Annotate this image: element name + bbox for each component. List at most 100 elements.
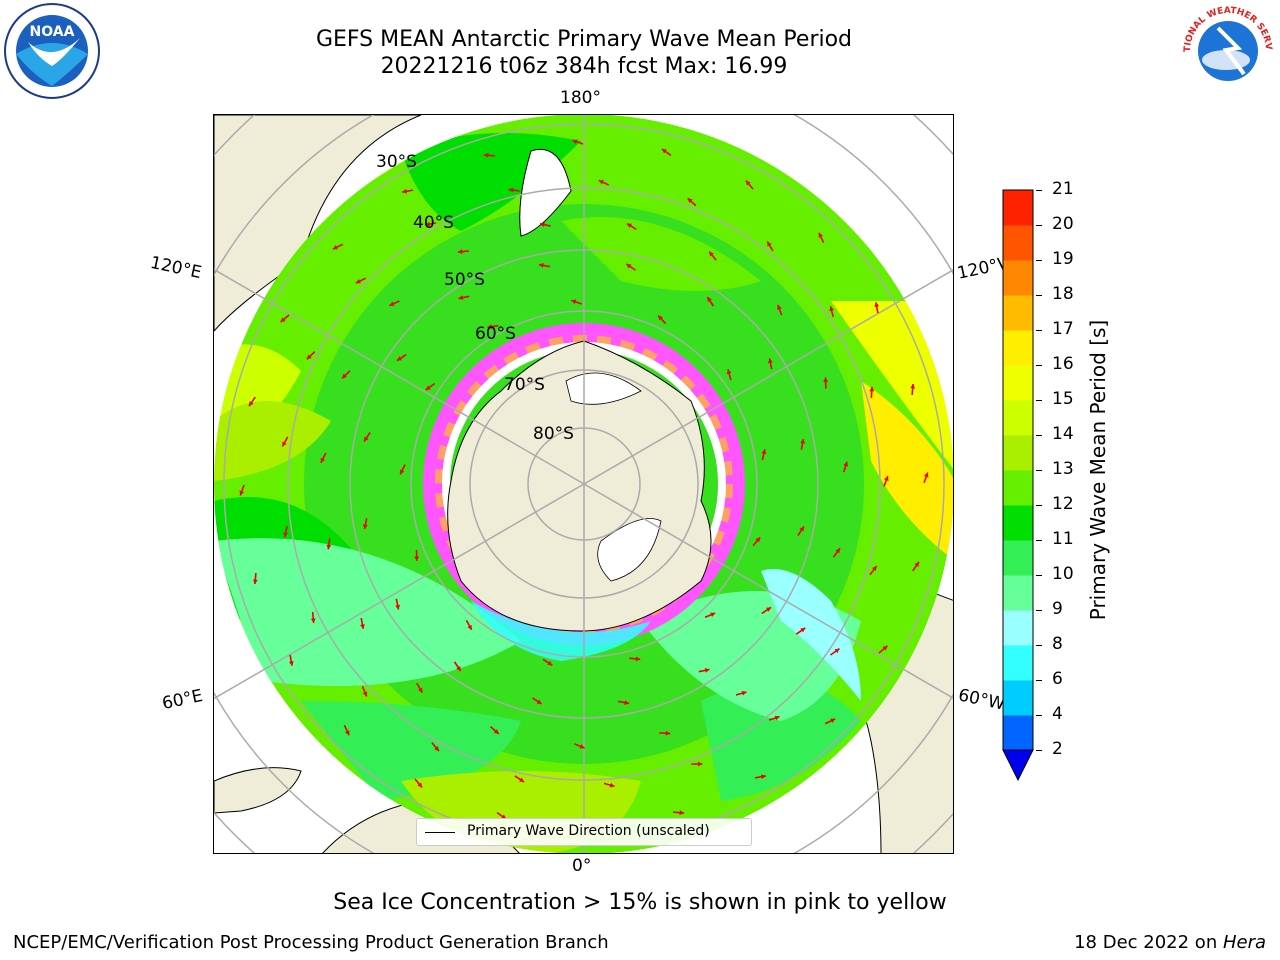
noaa-logo: NOAA bbox=[4, 3, 100, 99]
wave-arrow-head bbox=[697, 761, 703, 767]
colorbar-band bbox=[1003, 680, 1033, 716]
lat-label-60s: 60°S bbox=[475, 324, 516, 344]
wave-arrow-head bbox=[571, 299, 577, 305]
wave-arrow-head bbox=[679, 810, 685, 816]
colorbar-tick-mark bbox=[1036, 645, 1042, 646]
colorbar-band bbox=[1003, 190, 1033, 226]
wave-arrow-head bbox=[829, 306, 834, 312]
colorbar-tick-mark bbox=[1036, 190, 1042, 191]
graticule bbox=[214, 115, 953, 853]
colorbar-band bbox=[1003, 435, 1033, 471]
colorbar-tick-label: 19 bbox=[1052, 249, 1074, 269]
wave-arrow-head bbox=[823, 377, 829, 382]
wave-arrow-head bbox=[355, 279, 361, 284]
wave-arrow-head bbox=[283, 532, 288, 538]
colorbar-tick-label: 21 bbox=[1052, 179, 1074, 199]
colorbar-tick-mark bbox=[1036, 610, 1042, 611]
wave-arrow-head bbox=[519, 777, 525, 782]
wave-arrow-head bbox=[310, 618, 316, 623]
wave-arrow-head bbox=[434, 746, 439, 752]
wave-arrow-head bbox=[320, 457, 326, 463]
colorbar-tick-label: 10 bbox=[1052, 564, 1074, 584]
wave-arrow-head bbox=[389, 301, 395, 306]
colorbar-band bbox=[1003, 540, 1033, 576]
noaa-logo-text: NOAA bbox=[30, 24, 75, 40]
colorbar-band bbox=[1003, 260, 1033, 296]
colorbar-label: Primary Wave Mean Period [s] bbox=[1086, 319, 1110, 621]
colorbar-band bbox=[1003, 365, 1033, 401]
nws-logo: NATIONAL WEATHER SERVICE bbox=[1178, 2, 1275, 98]
wave-arrow-head bbox=[665, 730, 671, 736]
wave-arrow-head bbox=[609, 782, 615, 788]
wave-arrow-head bbox=[872, 566, 877, 571]
colorbar-tick-label: 16 bbox=[1052, 354, 1074, 374]
wave-arrow-head bbox=[874, 302, 880, 307]
wave-arrow-head bbox=[501, 814, 507, 819]
colorbar-tick-label: 9 bbox=[1052, 599, 1063, 619]
colorbar-tick-mark bbox=[1036, 225, 1042, 226]
wave-arrow-head bbox=[493, 729, 499, 734]
wave-arrow-head bbox=[397, 356, 402, 361]
colorbar-tick-mark bbox=[1036, 715, 1042, 716]
wave-arrow-head bbox=[395, 604, 400, 610]
land-madagascar bbox=[214, 767, 302, 814]
legend-label: Primary Wave Direction (unscaled) bbox=[467, 823, 710, 839]
wave-arrow-head bbox=[767, 241, 772, 247]
wave-arrow-head bbox=[869, 386, 875, 392]
colorbar-band bbox=[1003, 715, 1033, 751]
wave-arrow-head bbox=[399, 469, 405, 475]
wave-arrow-head bbox=[818, 232, 823, 238]
colorbar-tick-mark bbox=[1036, 540, 1042, 541]
wave-arrow-head bbox=[755, 537, 761, 543]
wave-arrow-head bbox=[280, 317, 286, 323]
wave-arrow-head bbox=[834, 648, 840, 654]
colorbar-tick-mark bbox=[1036, 400, 1042, 401]
wave-arrow-head bbox=[626, 264, 632, 269]
wave-arrow-head bbox=[487, 324, 493, 330]
colorbar-tick-label: 4 bbox=[1052, 704, 1063, 724]
legend-line-swatch bbox=[425, 832, 455, 833]
wave-arrow-head bbox=[707, 297, 712, 302]
colorbar-tick-mark bbox=[1036, 575, 1042, 576]
footer-credit: NCEP/EMC/Verification Post Processing Pr… bbox=[13, 932, 609, 953]
colorbar-band bbox=[1003, 470, 1033, 506]
wave-arrow-head bbox=[249, 401, 254, 407]
wave-arrow-head bbox=[483, 152, 489, 158]
footer-machine: Hera bbox=[1222, 932, 1266, 953]
lat-label-30s: 30°S bbox=[376, 152, 417, 172]
colorbar-band bbox=[1003, 645, 1033, 681]
colorbar-tick-label: 14 bbox=[1052, 424, 1074, 444]
wave-arrow-head bbox=[704, 668, 710, 673]
colorbar-tick-mark bbox=[1036, 750, 1042, 751]
wave-arrow-head bbox=[626, 223, 632, 228]
colorbar-tick-label: 8 bbox=[1052, 634, 1063, 654]
wave-arrow-head bbox=[768, 358, 773, 364]
colorbar-tick-label: 15 bbox=[1052, 389, 1074, 409]
wave-arrow-head bbox=[658, 315, 663, 321]
colorbar-tick-mark bbox=[1036, 680, 1042, 681]
wave-arrow-head bbox=[538, 263, 544, 268]
wave-arrow-head bbox=[761, 774, 766, 780]
wave-arrow-head bbox=[709, 251, 714, 257]
wave-arrow-head bbox=[884, 476, 889, 482]
colorbar-band bbox=[1003, 225, 1033, 261]
wave-arrow-head bbox=[364, 436, 369, 442]
wave-arrow-head bbox=[457, 249, 463, 255]
footer-date: 18 Dec 2022 on Hera bbox=[1074, 932, 1266, 953]
wave-arrow-head bbox=[624, 700, 630, 705]
wave-arrow-head bbox=[726, 369, 732, 375]
colorbar-tick-mark bbox=[1036, 435, 1042, 436]
wave-arrow-head bbox=[914, 561, 919, 567]
wave-arrow-head bbox=[830, 718, 836, 723]
wave-arrow-head bbox=[547, 660, 553, 666]
lat-label-80s: 80°S bbox=[533, 424, 574, 444]
wave-arrow-head bbox=[761, 449, 767, 455]
lon-label-180: 180° bbox=[560, 88, 601, 108]
wave-arrow-head bbox=[766, 607, 771, 612]
colorbar-band bbox=[1003, 505, 1033, 541]
wave-arrow-head bbox=[239, 490, 245, 496]
lon-label-0: 0° bbox=[572, 856, 592, 876]
wave-arrow-head bbox=[777, 304, 782, 310]
wave-arrow-head bbox=[800, 627, 806, 633]
colorbar-band bbox=[1003, 295, 1033, 331]
